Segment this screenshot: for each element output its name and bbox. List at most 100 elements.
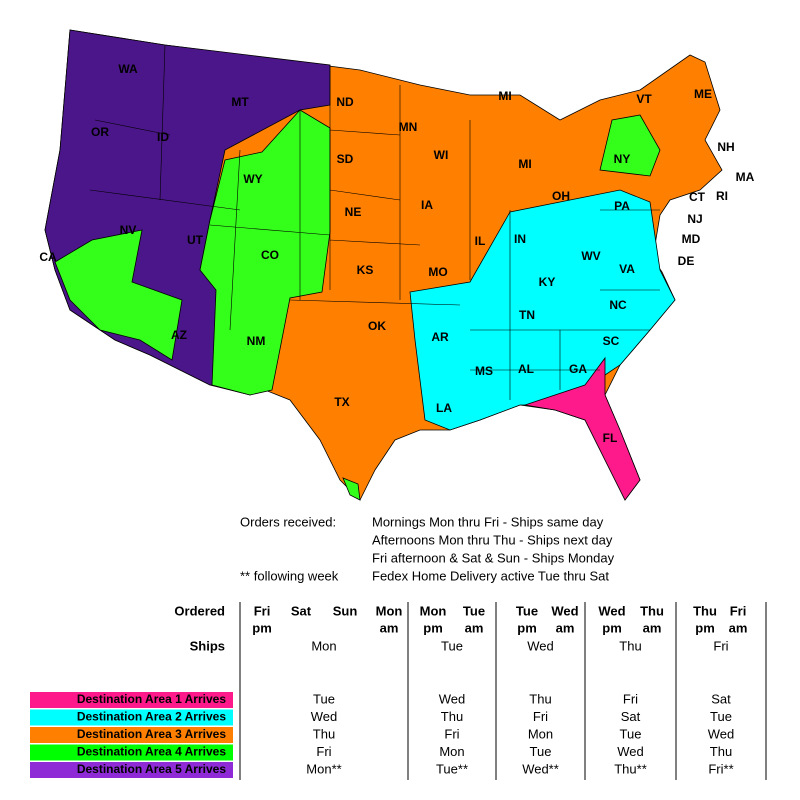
state-label: MD <box>682 232 701 246</box>
arrival-day: Sat <box>621 709 641 724</box>
area-4-region-ny <box>599 114 661 177</box>
legend-swatch <box>30 727 233 743</box>
state-label: CO <box>261 248 279 262</box>
ships-day: Mon <box>311 638 336 653</box>
state-label: WA <box>118 62 138 76</box>
arrival-day: Tue <box>710 709 732 724</box>
state-label: WY <box>243 172 262 186</box>
arrival-day: Thu <box>313 726 335 741</box>
notes: Orders received: ** following week Morning… <box>240 514 615 583</box>
ordered-time: am <box>465 620 484 635</box>
state-label: IL <box>475 234 486 248</box>
arrival-day: Wed <box>439 691 466 706</box>
state-label: RI <box>716 189 728 203</box>
state-label: TX <box>334 395 349 409</box>
ordered-day: Fri <box>730 603 747 618</box>
state-label: MI <box>518 157 531 171</box>
state-label: NE <box>345 205 362 219</box>
state-label: TN <box>519 308 535 322</box>
ordered-label: Ordered <box>174 603 225 618</box>
legend-swatch <box>30 709 233 726</box>
following-label: ** following week <box>240 568 339 583</box>
state-label: MT <box>231 95 249 109</box>
state-label: NY <box>614 152 631 166</box>
arrival-day: Fri <box>623 691 638 706</box>
area-4-region-west <box>54 229 183 361</box>
ordered-time: am <box>380 620 399 635</box>
state-label: OR <box>91 125 109 139</box>
state-label: SD <box>337 152 354 166</box>
area-4-region-tx <box>342 477 361 501</box>
ordered-day: Tue <box>463 603 485 618</box>
state-label: AZ <box>171 328 187 342</box>
ordered-day: Mon <box>420 603 447 618</box>
state-label: DE <box>678 254 695 268</box>
state-label: NV <box>120 223 137 237</box>
state-label: AR <box>431 330 449 344</box>
map <box>44 29 723 501</box>
state-label: FL <box>603 431 618 445</box>
arrival-day: Mon <box>528 726 553 741</box>
ships-day: Wed <box>527 638 554 653</box>
state-label: OH <box>552 189 570 203</box>
state-label: MN <box>399 120 418 134</box>
state-label: ND <box>336 95 354 109</box>
note-line: Fedex Home Delivery active Tue thru Sat <box>372 568 609 583</box>
state-label: MO <box>428 265 447 279</box>
legend-label: Destination Area 3 Arrives <box>77 727 226 741</box>
ordered-time: pm <box>252 620 272 635</box>
legend-label: Destination Area 4 Arrives <box>77 745 226 759</box>
legend-label: Destination Area 1 Arrives <box>77 692 226 706</box>
ordered-time: pm <box>423 620 443 635</box>
ordered-time: am <box>556 620 575 635</box>
arrival-day: Thu** <box>614 761 647 776</box>
legend-swatch <box>30 762 233 778</box>
state-label: UT <box>187 233 204 247</box>
state-label: NM <box>247 334 266 348</box>
state-label: KS <box>357 263 374 277</box>
state-label: IA <box>421 198 433 212</box>
ordered-day: Wed <box>598 603 625 618</box>
arrival-day: Mon** <box>306 761 341 776</box>
ordered-day: Tue <box>516 603 538 618</box>
note-line: Fri afternoon & Sat & Sun - Ships Monday <box>372 550 615 565</box>
state-label: OK <box>368 319 386 333</box>
state-label: AL <box>518 362 534 376</box>
arrival-day: Wed** <box>522 761 559 776</box>
legend-swatch <box>30 692 233 708</box>
state-label: GA <box>569 362 587 376</box>
area-4-region <box>199 109 331 396</box>
note-line: Afternoons Mon thru Thu - Ships next day <box>372 532 613 547</box>
ordered-time: pm <box>517 620 537 635</box>
state-label: PA <box>614 199 630 213</box>
state-label: WV <box>581 249 600 263</box>
ordered-day: Sat <box>291 603 312 618</box>
state-label: MI <box>498 89 511 103</box>
ordered-time: am <box>643 620 662 635</box>
ordered-time: pm <box>695 620 715 635</box>
arrival-day: Mon <box>439 744 464 759</box>
ships-day: Fri <box>713 638 728 653</box>
legend-label: Destination Area 5 Arrives <box>77 762 226 776</box>
arrival-day: Wed <box>617 744 644 759</box>
arrival-day: Tue <box>530 744 552 759</box>
arrival-day: Fri <box>533 709 548 724</box>
arrival-day: Tue <box>313 691 335 706</box>
legend-swatch <box>30 744 233 761</box>
ordered-day: Thu <box>693 603 717 618</box>
state-label: MS <box>475 364 493 378</box>
arrival-day: Tue** <box>436 761 468 776</box>
state-label: CA <box>39 250 57 264</box>
state-label: VA <box>619 262 635 276</box>
state-label: SC <box>603 334 620 348</box>
arrival-day: Tue <box>620 726 642 741</box>
state-label: KY <box>539 275 556 289</box>
ships-day: Tue <box>441 638 463 653</box>
arrival-day: Fri <box>316 744 331 759</box>
arrival-day: Sat <box>711 691 731 706</box>
state-label: ID <box>157 130 169 144</box>
area-1-region <box>524 356 641 501</box>
arrival-day: Fri <box>444 726 459 741</box>
